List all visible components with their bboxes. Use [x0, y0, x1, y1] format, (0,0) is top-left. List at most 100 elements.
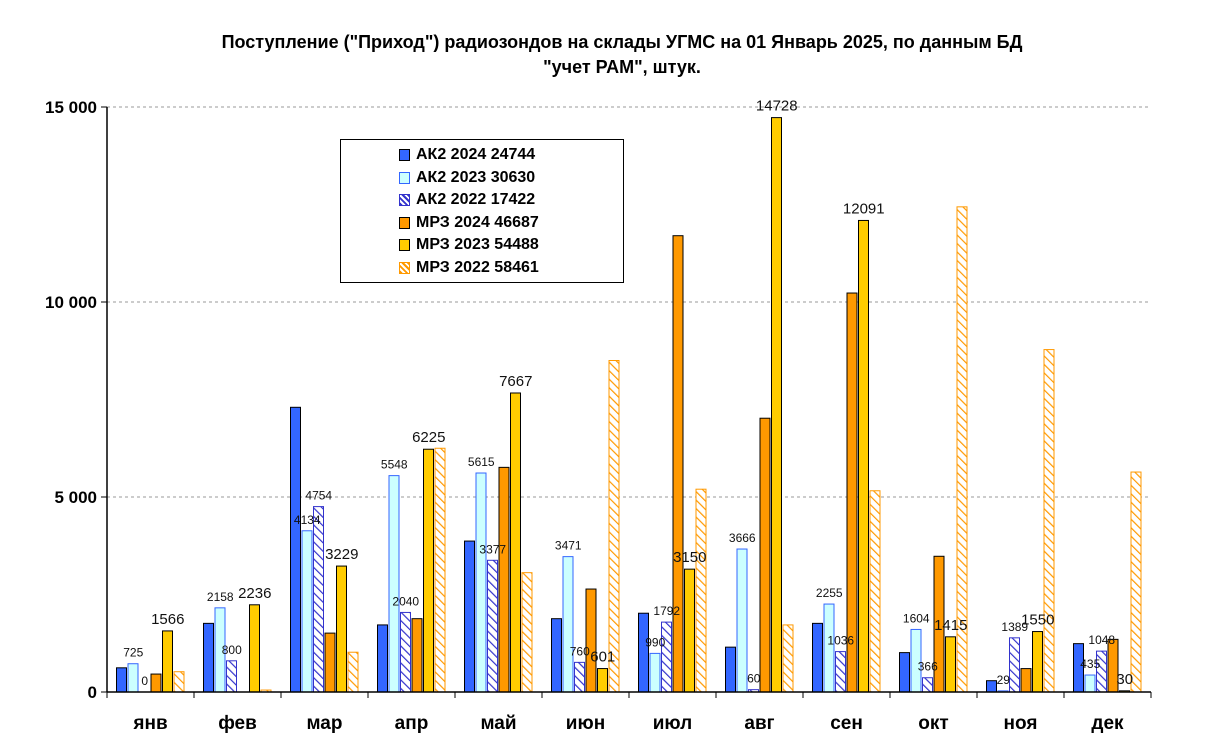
- bar: [585, 588, 597, 693]
- bar: [562, 556, 574, 693]
- bar: [336, 565, 347, 693]
- bar: [812, 622, 823, 693]
- bar: [1043, 349, 1055, 693]
- data-label: 3229: [325, 546, 358, 563]
- bars: [116, 117, 1142, 693]
- bar: [835, 651, 846, 693]
- bar: [434, 447, 446, 693]
- bar: [725, 646, 736, 693]
- data-label: 5548: [381, 458, 408, 472]
- bar: [574, 661, 585, 693]
- bar: [116, 667, 127, 693]
- data-label: 4754: [305, 489, 332, 503]
- bar: [411, 618, 423, 693]
- data-label: 3377: [479, 542, 506, 556]
- x-category-label: авг: [744, 713, 774, 734]
- data-label: 4134: [294, 513, 321, 527]
- bar: [1084, 674, 1096, 693]
- bar: [661, 621, 672, 693]
- bar: [736, 548, 748, 693]
- data-label: 1415: [934, 617, 967, 634]
- data-label: 2158: [207, 590, 234, 604]
- data-label: 30: [1116, 671, 1133, 688]
- legend-item: АК2 2023 30630: [399, 168, 535, 188]
- legend-swatch: [399, 149, 410, 161]
- bar: [313, 506, 324, 693]
- bar: [475, 472, 487, 693]
- x-category-label: окт: [918, 713, 948, 734]
- legend-label: АК2 2024 24744: [416, 146, 536, 163]
- bar: [684, 568, 695, 693]
- x-category-label: янв: [132, 713, 167, 734]
- x-category-label: апр: [395, 713, 429, 734]
- legend-item: МРЗ 2022 58461: [399, 258, 539, 278]
- legend-item: АК2 2022 17422: [399, 190, 535, 210]
- data-label: 12091: [843, 200, 885, 217]
- bar: [922, 677, 933, 693]
- data-label: 1566: [151, 611, 184, 628]
- legend-label: АК2 2023 30630: [416, 168, 536, 186]
- data-label: 29: [997, 673, 1011, 687]
- bar: [1130, 471, 1142, 693]
- bar: [551, 618, 562, 693]
- chart-title: Поступление ("Приход") радиозондов на ск…: [0, 30, 1213, 80]
- x-category-label: май: [480, 713, 516, 734]
- data-label: 1550: [1021, 612, 1054, 629]
- x-category-label: ноя: [1004, 713, 1038, 734]
- data-label: 800: [222, 643, 242, 657]
- data-label: 1389: [1001, 620, 1028, 634]
- bar: [510, 392, 521, 693]
- bar: [388, 475, 400, 693]
- bar: [869, 490, 881, 693]
- data-label: 1792: [653, 604, 680, 618]
- data-label: 60: [747, 672, 761, 686]
- data-label: 601: [590, 649, 615, 666]
- bar: [1020, 668, 1032, 693]
- data-label: 5615: [468, 455, 495, 469]
- bar: [759, 417, 771, 693]
- legend-swatch: [399, 171, 410, 184]
- data-label: 725: [123, 646, 143, 660]
- bar: [377, 624, 388, 693]
- data-label: 2040: [392, 594, 419, 608]
- grid-lines: [107, 106, 1151, 498]
- axes: 0 5 000 10 000 15 000 янв фев мар апр май июн июл а…: [45, 98, 1152, 734]
- data-label: 366: [918, 660, 938, 674]
- data-label: 7667: [499, 373, 532, 390]
- bar: [638, 612, 649, 693]
- bar: [521, 572, 533, 693]
- bar: [608, 360, 620, 693]
- legend-label: АК2 2022 17422: [416, 191, 536, 208]
- legend-swatch: [399, 194, 410, 206]
- data-labels: 725 2158 4134 5548 5615 3471 990 3666 2255 1604 29…: [123, 98, 1133, 688]
- data-label: 0: [141, 674, 148, 688]
- data-label: 1036: [827, 634, 854, 648]
- bar: [203, 622, 214, 693]
- chart-title-line-1: Поступление ("Приход") радиозондов на ск…: [221, 32, 1023, 52]
- y-tick-label: 15 000: [45, 98, 97, 117]
- bar: [986, 680, 997, 693]
- bar: [249, 604, 260, 693]
- data-label: 760: [570, 644, 590, 658]
- data-label: 3150: [673, 549, 706, 566]
- legend-label: МРЗ 2024 46687: [416, 213, 539, 231]
- bar: [649, 652, 661, 693]
- data-label: 435: [1080, 657, 1100, 671]
- data-label: 1048: [1088, 633, 1115, 647]
- legend-label: МРЗ 2022 58461: [416, 258, 539, 276]
- bar: [127, 663, 139, 693]
- x-category-label: дек: [1091, 713, 1124, 734]
- data-label: 3471: [555, 539, 582, 553]
- bar: [162, 630, 173, 693]
- bar: [771, 117, 782, 693]
- bar: [464, 540, 475, 693]
- y-tick-label: 10 000: [45, 293, 97, 312]
- bar: [1032, 631, 1043, 693]
- x-category-label: июн: [566, 713, 605, 734]
- data-label: 990: [645, 635, 665, 649]
- x-category-label: мар: [307, 713, 343, 734]
- chart-legend: АК2 2024 24744 АК2 2023 30630 АК2 2022 174…: [340, 139, 624, 283]
- bar: [597, 668, 608, 693]
- legend-swatch: [399, 239, 410, 251]
